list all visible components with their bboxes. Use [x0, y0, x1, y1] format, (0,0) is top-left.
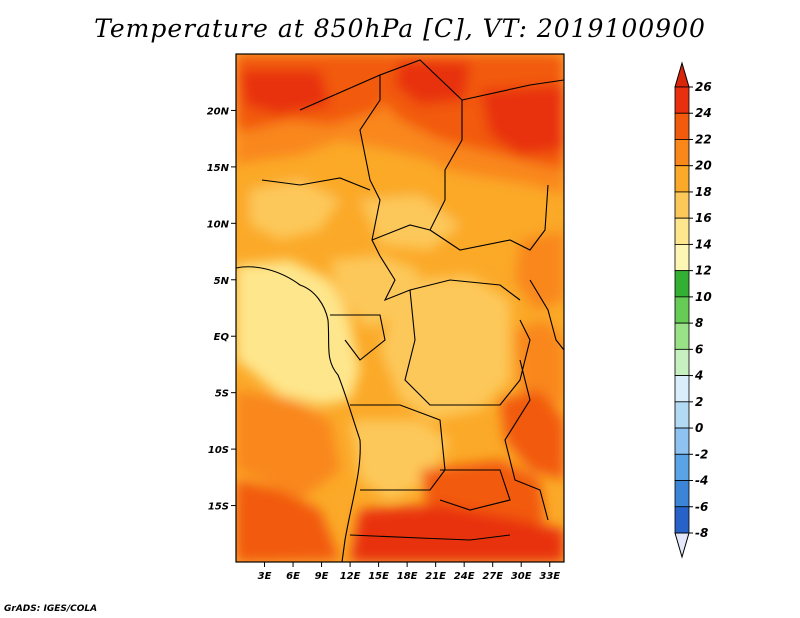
colorbar-swatch	[674, 296, 690, 324]
colorbar-label: 2	[695, 395, 703, 409]
colorbar-swatch	[674, 401, 690, 429]
lat-tick-label: 5S	[215, 389, 229, 400]
colorbar-swatch	[674, 244, 690, 272]
lon-tick-label: 24E	[454, 571, 475, 582]
lon-tick-label: 27E	[482, 571, 503, 582]
lon-tick-label: 21E	[425, 571, 446, 582]
colorbar-swatch	[674, 453, 690, 481]
country-borders	[236, 59, 564, 562]
colorbar-bottom-arrow	[674, 532, 690, 559]
colorbar-label: -4	[695, 474, 708, 488]
colorbar-swatch	[674, 217, 690, 245]
colorbar-swatch	[674, 427, 690, 455]
colorbar-label: 8	[695, 316, 703, 330]
colorbar-label: 0	[695, 421, 703, 435]
colorbar-swatch	[674, 480, 690, 508]
colorbar-label: 4	[694, 369, 703, 383]
colorbar-swatch	[674, 348, 690, 376]
colorbar-swatch	[674, 270, 690, 298]
colorbar-swatch	[674, 506, 690, 534]
temperature-field	[236, 54, 564, 562]
lat-tick-label: 10N	[207, 219, 230, 230]
lon-tick-label: 30E	[511, 571, 532, 582]
lat-tick-label: EQ	[214, 332, 230, 343]
colorbar-swatch	[674, 86, 690, 114]
lon-tick-label: 18E	[397, 571, 418, 582]
colorbar-swatch	[674, 322, 690, 350]
colorbar-label: 12	[695, 264, 712, 278]
lat-tick-label: 20N	[207, 106, 230, 117]
longitude-axis: 3E 6E 9E 12E 15E 18E 21E 24E 27E 30E 33E	[258, 562, 560, 582]
lat-tick-label: 15N	[207, 163, 230, 174]
colorbar-swatch	[674, 375, 690, 403]
lon-tick-label: 6E	[286, 571, 300, 582]
lat-tick-label: 10S	[208, 445, 229, 456]
colorbar-label: -8	[695, 526, 708, 540]
latitude-axis: 20N 15N 10N 5N EQ 5S 10S 15S	[207, 106, 236, 513]
lat-tick-label: 5N	[214, 276, 230, 287]
colorbar-label: 16	[695, 211, 712, 225]
colorbar-label: 6	[695, 342, 703, 356]
colorbar-label: 24	[695, 106, 712, 120]
lon-tick-label: 3E	[258, 571, 272, 582]
colorbar-swatch	[674, 112, 690, 140]
colorbar-label: 10	[695, 290, 712, 304]
colorbar-swatch	[674, 139, 690, 167]
colorbar-label: 26	[695, 80, 712, 94]
chart-title: Temperature at 850hPa [C], VT: 201910090…	[94, 14, 706, 43]
colorbar-label: -2	[695, 447, 708, 461]
credit-text: GrADS: IGES/COLA	[4, 604, 98, 614]
colorbar-label: 18	[695, 185, 712, 199]
plot-frame	[235, 53, 565, 563]
colorbar-label: 14	[695, 237, 712, 251]
colorbar-label: -6	[695, 500, 708, 514]
lon-tick-label: 12E	[340, 571, 361, 582]
lat-tick-label: 15S	[208, 502, 229, 513]
lon-tick-label: 9E	[315, 571, 329, 582]
colorbar-swatch	[674, 165, 690, 193]
colorbar-top-arrow	[674, 61, 690, 88]
colorbar-swatch	[674, 191, 690, 219]
lon-tick-label: 15E	[368, 571, 389, 582]
colorbar-label: 22	[695, 132, 712, 146]
lon-tick-label: 33E	[539, 571, 560, 582]
colorbar-label: 20	[695, 159, 712, 173]
